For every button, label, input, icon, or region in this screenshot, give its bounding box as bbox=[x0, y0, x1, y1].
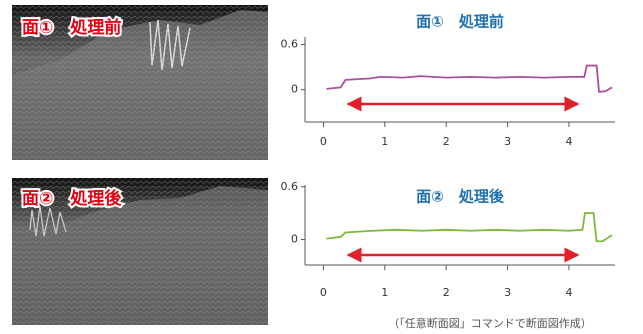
panel-label: 面② 処理後 bbox=[22, 188, 122, 209]
chart-title: 面② 処理後 bbox=[416, 188, 505, 206]
figure: 面① 処理前 面② 処理後 （「任意断面図」コマンドで断面図作成） 面① 処理前… bbox=[0, 0, 643, 334]
x-tick-label: 4 bbox=[565, 286, 572, 299]
x-tick-label: 1 bbox=[381, 286, 388, 299]
x-tick-label: 0 bbox=[320, 286, 327, 299]
x-tick-label: 4 bbox=[565, 135, 572, 148]
y-tick-label: 0.6 bbox=[281, 38, 299, 51]
profile-line bbox=[326, 213, 611, 241]
x-tick-label: 2 bbox=[443, 286, 450, 299]
x-tick-label: 2 bbox=[443, 135, 450, 148]
x-tick-label: 3 bbox=[504, 286, 511, 299]
profile-line bbox=[326, 66, 611, 92]
y-tick-label: 0.6 bbox=[281, 180, 299, 193]
x-tick-label: 3 bbox=[504, 135, 511, 148]
chart-title: 面① 処理前 bbox=[416, 13, 504, 31]
panel-label: 面① 処理前 bbox=[22, 17, 121, 38]
x-tick-label: 0 bbox=[320, 135, 327, 148]
x-tick-label: 1 bbox=[381, 135, 388, 148]
y-tick-label: 0 bbox=[291, 83, 298, 96]
y-tick-label: 0 bbox=[291, 233, 298, 246]
caption: （「任意断面図」コマンドで断面図作成） bbox=[388, 316, 592, 330]
